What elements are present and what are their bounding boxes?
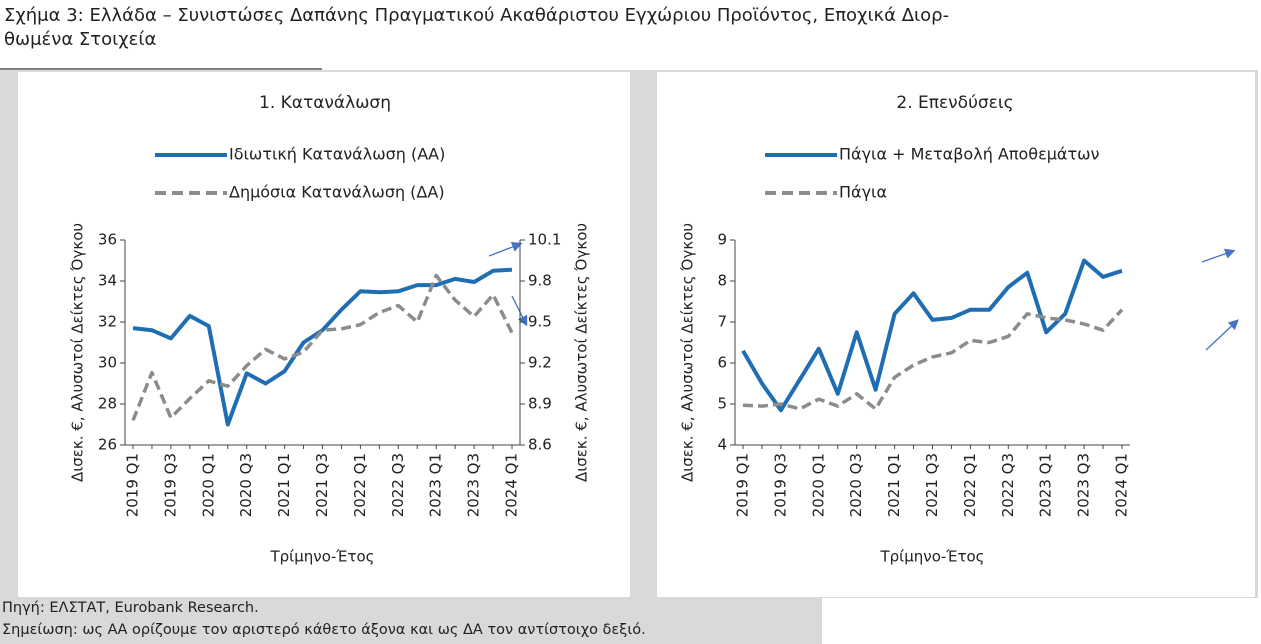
series-line [131,273,514,422]
y-tick-label: 5 [717,395,727,413]
x-tick-label: 2020 Q1 [199,453,217,517]
x-tick-label: 2024 Q1 [503,453,521,517]
x-tick-label: 2023 Q1 [427,453,445,517]
y-tick-label: 6 [717,354,727,372]
y-tick-label: 28 [98,395,117,413]
footer-background [0,597,822,644]
legend-label: Πάγια + Μεταβολή Αποθεμάτων [839,145,1099,164]
x-tick-label: 2022 Q1 [961,453,979,517]
y-tick-label: 34 [98,272,117,290]
x-tick-label: 2022 Q3 [999,453,1017,517]
x-tick-label: 2021 Q1 [275,453,293,517]
y-tick-label: 4 [717,436,727,454]
y-tick-label: 26 [98,436,117,454]
source: Πηγή: ΕΛΣΤΑΤ, Eurobank Research. [2,600,259,616]
x-axis-label: Τρίμηνο-Έτος [880,548,985,566]
y2-tick-label: 8.9 [528,395,552,413]
x-tick-label: 2019 Q3 [161,453,179,517]
x-tick-label: 2023 Q1 [1037,453,1055,517]
y2-axis-label: Δισεκ. €, Αλυσωτοί Δείκτες Όγκου [573,223,591,482]
figure-title: Σχήμα 3: Ελλάδα – Συνιστώσες Δαπάνης Πρα… [4,5,949,26]
right-panel [657,72,1255,597]
y-tick-label: 36 [98,231,117,249]
y-axis-label: Δισεκ. €, Αλυσωτοί Δείκτες Όγκου [69,223,87,482]
series-line [132,267,513,427]
legend-label: Πάγια [839,183,887,202]
x-tick-label: 2021 Q1 [885,453,903,517]
y2-tick-label: 8.6 [528,436,552,454]
chart-title: 2. Επενδύσεις [896,93,1013,113]
x-tick-label: 2024 Q1 [1113,453,1131,517]
x-axis-label: Τρίμηνο-Έτος [270,548,375,566]
trend-arrows [488,241,1239,351]
x-tick-label: 2022 Q1 [351,453,369,517]
legend-label: Ιδιωτική Κατανάλωση (ΑΑ) [229,145,445,164]
x-tick-label: 2021 Q3 [923,453,941,517]
left-panel [18,72,630,597]
y2-tick-label: 10.1 [528,231,561,249]
x-tick-label: 2023 Q3 [1075,453,1093,517]
x-tick-label: 2020 Q3 [237,453,255,517]
y2-tick-label: 9.8 [528,272,552,290]
x-tick-label: 2019 Q3 [771,453,789,517]
figure-title: θωμένα Στοιχεία [4,29,156,50]
note: Σημείωση: ως ΑΑ ορίζουμε τον αριστερό κά… [2,622,646,638]
y-tick-label: 32 [98,313,117,331]
x-tick-label: 2019 Q1 [124,453,142,517]
y-tick-label: 9 [717,231,727,249]
y2-tick-label: 9.2 [528,354,552,372]
x-tick-label: 2023 Q3 [465,453,483,517]
y-tick-label: 30 [98,354,117,372]
y-tick-label: 8 [717,272,727,290]
y-tick-label: 7 [717,313,727,331]
chart-title: 1. Κατανάλωση [259,93,391,113]
series-line [742,308,1124,411]
x-tick-label: 2019 Q1 [734,453,752,517]
y2-tick-label: 9.5 [528,313,552,331]
legend-label: Δημόσια Κατανάλωση (ΔΑ) [229,183,445,202]
x-tick-label: 2020 Q3 [847,453,865,517]
y-axis-label: Δισεκ. €, Αλυσωτοί Δείκτες Όγκου [679,223,697,482]
x-tick-label: 2020 Q1 [809,453,827,517]
x-tick-label: 2022 Q3 [389,453,407,517]
x-tick-label: 2021 Q3 [313,453,331,517]
